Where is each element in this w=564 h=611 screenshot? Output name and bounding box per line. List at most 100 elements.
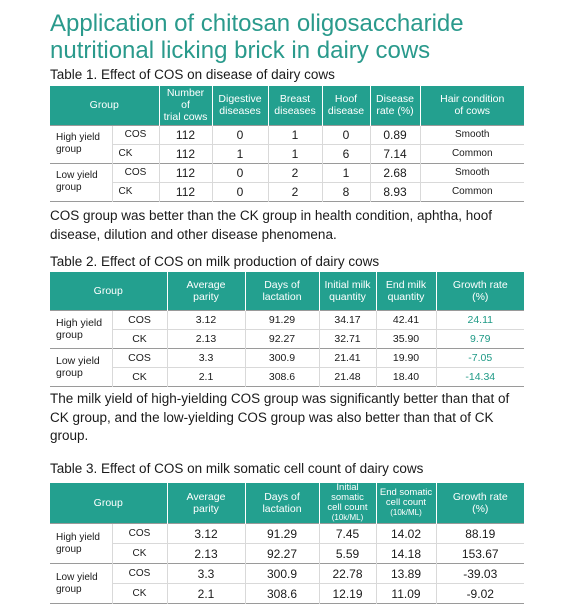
table3-header-initial: Initial somatic cell count (10k/ML) bbox=[318, 483, 376, 524]
data-cell: 1 bbox=[267, 124, 322, 144]
data-cell: 2.68 bbox=[369, 162, 420, 182]
table2-header-group: Group bbox=[50, 272, 167, 310]
data-cell: 91.29 bbox=[244, 309, 319, 329]
treatment-cell: COS bbox=[111, 124, 159, 144]
data-cell: 12.19 bbox=[318, 583, 376, 604]
data-cell: 19.90 bbox=[375, 347, 436, 367]
table-row: Low yield group COS 3.3 300.9 21.41 19.90… bbox=[50, 347, 524, 386]
table3-header-end: End somatic cell count (10k/ML) bbox=[375, 483, 436, 524]
table3-header-growth: Growth rate (%) bbox=[435, 483, 524, 524]
data-cell: 153.67 bbox=[435, 543, 524, 564]
table1-header-breast: Breast diseases bbox=[267, 86, 322, 125]
data-cell: 308.6 bbox=[244, 583, 319, 604]
data-cell: 7.45 bbox=[318, 523, 376, 544]
table2-caption: Table 2. Effect of COS on milk productio… bbox=[50, 254, 380, 269]
table3-header-group: Group bbox=[50, 483, 167, 524]
data-cell: Common bbox=[419, 143, 524, 163]
data-cell: 88.19 bbox=[435, 523, 524, 544]
paragraph-2: The milk yield of high-yielding COS grou… bbox=[50, 391, 510, 443]
data-cell: -9.02 bbox=[435, 583, 524, 604]
data-cell: Common bbox=[419, 181, 524, 201]
table-row: CK 112 1 1 6 7.14 Common bbox=[50, 143, 524, 163]
data-cell: Smooth bbox=[419, 124, 524, 144]
table-row: High yield group COS 112 0 1 0 0.89 Smoot… bbox=[50, 124, 524, 163]
group-label: Low yield group bbox=[50, 347, 112, 386]
data-cell: 21.48 bbox=[318, 366, 376, 386]
table-row: CK 2.13 92.27 32.71 35.90 9.79 bbox=[50, 328, 524, 348]
growth-cell: -7.05 bbox=[435, 347, 524, 367]
data-cell: 8.93 bbox=[369, 181, 420, 201]
table2-milk-production: Group Average parity Days of lactation Ini… bbox=[50, 272, 524, 387]
growth-cell: 9.79 bbox=[435, 328, 524, 348]
data-cell: 1 bbox=[211, 143, 268, 163]
data-cell: 112 bbox=[158, 143, 212, 163]
data-cell: 0 bbox=[211, 181, 268, 201]
table1-header-hoof: Hoof disease bbox=[321, 86, 370, 125]
treatment-cell: COS bbox=[111, 563, 167, 584]
data-cell: 6 bbox=[321, 143, 370, 163]
data-cell: 3.3 bbox=[166, 347, 245, 367]
table-row: High yield group COS 3.12 91.29 7.45 14.0… bbox=[50, 523, 524, 564]
table3-header-days: Days of lactation bbox=[244, 483, 319, 524]
data-cell: 14.18 bbox=[375, 543, 436, 564]
group-label: Low yield group bbox=[50, 563, 112, 604]
table1-caption: Table 1. Effect of COS on disease of dai… bbox=[50, 67, 335, 82]
table3-somatic-cell-count: Group Average parity Days of lactation Ini… bbox=[50, 483, 524, 604]
table1-header-disease-rate: Disease rate (%) bbox=[369, 86, 420, 125]
table-row: CK 112 0 2 8 8.93 Common bbox=[50, 181, 524, 201]
data-cell: 2 bbox=[267, 181, 322, 201]
data-cell: 2.13 bbox=[166, 328, 245, 348]
data-cell: 2.13 bbox=[166, 543, 245, 564]
table1-disease: Group Number of trial cows Digestive disea… bbox=[50, 86, 524, 202]
table-row: CK 2.1 308.6 12.19 11.09 -9.02 bbox=[50, 583, 524, 604]
table2-header-row: Group Average parity Days of lactation Ini… bbox=[50, 272, 524, 310]
treatment-cell: CK bbox=[111, 583, 167, 604]
table2-header-parity: Average parity bbox=[166, 272, 245, 310]
data-cell: 112 bbox=[158, 181, 212, 201]
data-cell: 0.89 bbox=[369, 124, 420, 144]
data-cell: -39.03 bbox=[435, 563, 524, 584]
treatment-cell: CK bbox=[111, 543, 167, 564]
data-cell: 1 bbox=[321, 162, 370, 182]
table-row: CK 2.13 92.27 5.59 14.18 153.67 bbox=[50, 543, 524, 564]
table1-header-number: Number of trial cows bbox=[158, 86, 212, 125]
growth-cell: 24.11 bbox=[435, 309, 524, 329]
data-cell: 32.71 bbox=[318, 328, 376, 348]
data-cell: 112 bbox=[158, 162, 212, 182]
table3-header-row: Group Average parity Days of lactation Ini… bbox=[50, 483, 524, 524]
table2-header-initial: Initial milk quantity bbox=[318, 272, 376, 310]
table-row: CK 2.1 308.6 21.48 18.40 -14.34 bbox=[50, 366, 524, 386]
data-cell: 3.12 bbox=[166, 523, 245, 544]
group-label: High yield group bbox=[50, 124, 112, 163]
treatment-cell: CK bbox=[111, 143, 159, 163]
data-cell: 34.17 bbox=[318, 309, 376, 329]
table-row: High yield group COS 3.12 91.29 34.17 42.… bbox=[50, 309, 524, 348]
table1-header-digestive: Digestive diseases bbox=[211, 86, 268, 125]
data-cell: 3.12 bbox=[166, 309, 245, 329]
data-cell: 18.40 bbox=[375, 366, 436, 386]
data-cell: 92.27 bbox=[244, 543, 319, 564]
table3-header-parity: Average parity bbox=[166, 483, 245, 524]
data-cell: 300.9 bbox=[244, 563, 319, 584]
data-cell: 112 bbox=[158, 124, 212, 144]
data-cell: 11.09 bbox=[375, 583, 436, 604]
data-cell: 21.41 bbox=[318, 347, 376, 367]
table-row: Low yield group COS 3.3 300.9 22.78 13.89… bbox=[50, 563, 524, 604]
table3-caption: Table 3. Effect of COS on milk somatic c… bbox=[50, 461, 424, 476]
table1-header-row: Group Number of trial cows Digestive disea… bbox=[50, 86, 524, 125]
data-cell: 22.78 bbox=[318, 563, 376, 584]
treatment-cell: COS bbox=[111, 162, 159, 182]
table-row: Low yield group COS 112 0 2 1 2.68 Smooth bbox=[50, 162, 524, 201]
table2-header-end: End milk quantity bbox=[375, 272, 436, 310]
table2-header-days: Days of lactation bbox=[244, 272, 319, 310]
group-label: High yield group bbox=[50, 309, 112, 348]
data-cell: 13.89 bbox=[375, 563, 436, 584]
data-cell: 300.9 bbox=[244, 347, 319, 367]
treatment-cell: CK bbox=[111, 328, 167, 348]
page-title: Application of chitosan oligosaccharide … bbox=[50, 10, 464, 64]
table1-header-group: Group bbox=[50, 86, 159, 125]
treatment-cell: CK bbox=[111, 366, 167, 386]
data-cell: 91.29 bbox=[244, 523, 319, 544]
group-label: High yield group bbox=[50, 523, 112, 564]
paragraph-1: COS group was better than the CK group i… bbox=[50, 208, 493, 242]
